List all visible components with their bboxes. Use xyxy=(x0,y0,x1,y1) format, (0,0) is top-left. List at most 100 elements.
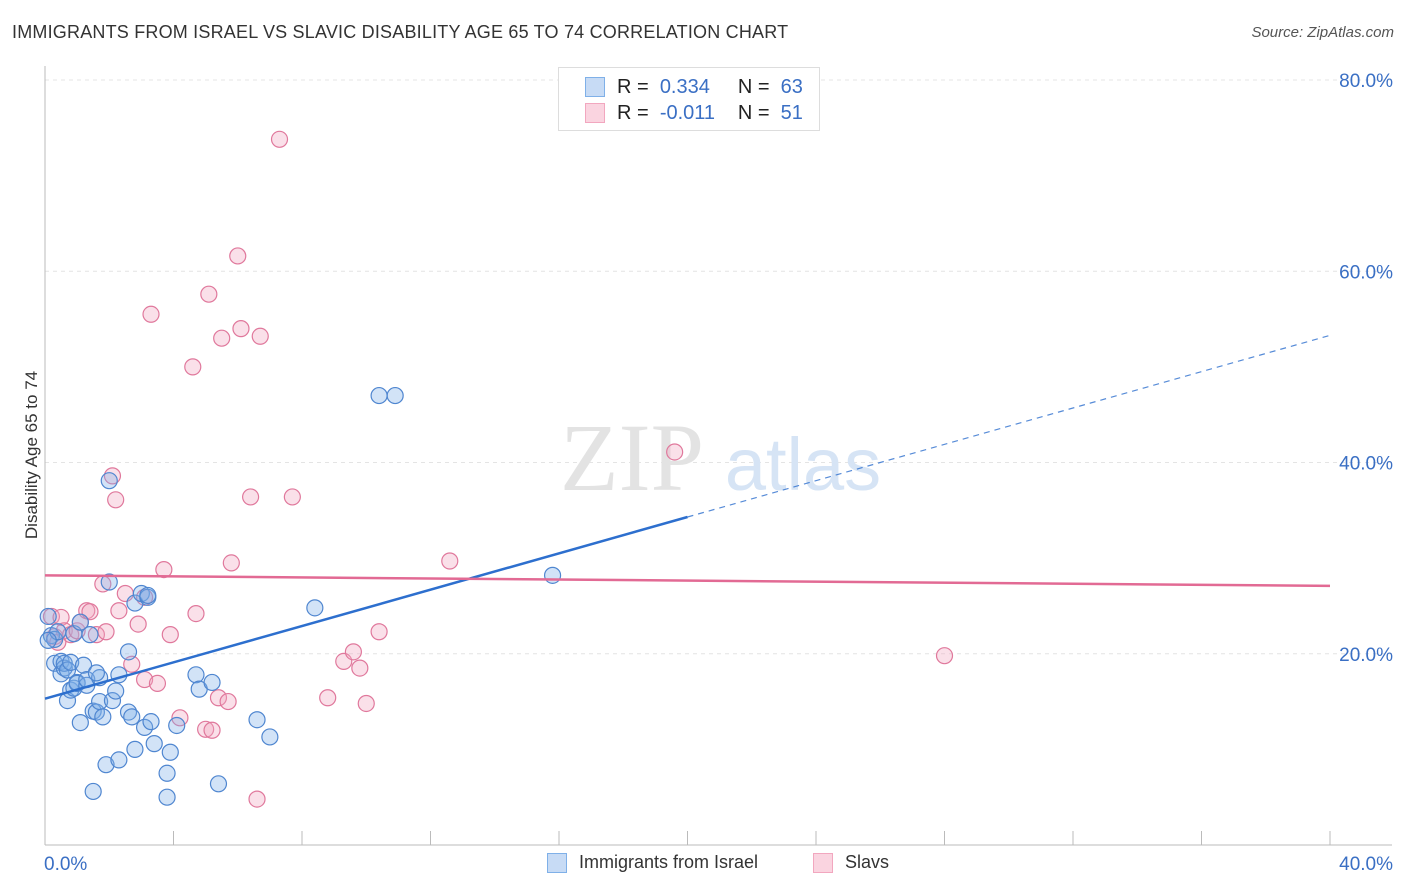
y-axis-label: Disability Age 65 to 74 xyxy=(22,370,41,540)
point-israel xyxy=(107,682,125,700)
trend-line-slavs xyxy=(44,574,1331,588)
legend-r-value: 0.334 xyxy=(659,75,710,98)
chart-title: IMMIGRANTS FROM ISRAEL VS SLAVIC DISABIL… xyxy=(12,22,789,42)
watermark: ZIP atlas xyxy=(560,404,881,511)
trend-line-israel-extension xyxy=(687,334,1331,518)
point-slavs xyxy=(251,327,269,345)
trend-line-israel xyxy=(44,515,688,700)
point-israel xyxy=(139,586,157,605)
legend-swatch-israel xyxy=(585,77,605,97)
point-israel xyxy=(126,740,144,758)
point-slavs xyxy=(219,692,237,711)
point-israel xyxy=(261,728,279,746)
trend-lines xyxy=(44,334,1331,700)
legend-r-label: R = xyxy=(617,101,649,124)
point-israel xyxy=(135,718,154,736)
point-slavs xyxy=(103,467,122,485)
legend-n-value: 51 xyxy=(780,101,803,124)
legend-label-slavs: Slavs xyxy=(845,852,890,872)
legend-r-label: R = xyxy=(617,75,649,98)
y-tick-label: 60.0% xyxy=(1339,262,1393,283)
legend-label-israel: Immigrants from Israel xyxy=(579,852,759,872)
point-slavs xyxy=(200,285,218,303)
legend-swatch-slavs xyxy=(585,103,605,123)
point-slavs xyxy=(97,623,115,641)
legend-swatch-israel xyxy=(547,852,567,873)
point-israel xyxy=(158,764,176,782)
point-slavs xyxy=(242,488,260,506)
point-israel xyxy=(306,599,324,617)
point-slavs xyxy=(229,247,247,265)
point-israel xyxy=(62,653,80,671)
point-slavs xyxy=(344,643,362,661)
point-slavs xyxy=(283,488,301,506)
point-israel xyxy=(39,607,57,626)
point-slavs xyxy=(319,689,337,707)
correlation-legend: R = 0.334 N = 63 R = -0.011 N = 51 xyxy=(558,67,820,131)
legend-row-israel: R = 0.334 N = 63 xyxy=(585,74,803,100)
gridlines xyxy=(45,79,1392,655)
point-slavs xyxy=(370,623,388,641)
legend-row-slavs: R = -0.011 N = 51 xyxy=(585,100,803,126)
point-slavs xyxy=(666,443,684,461)
legend-item-slavs: Slavs xyxy=(813,852,889,873)
x-tick-label: 40.0% xyxy=(1339,854,1393,875)
x-tick-label: 0.0% xyxy=(44,854,87,875)
legend-n-label: N = xyxy=(737,75,770,98)
point-slavs xyxy=(222,554,240,572)
point-slavs xyxy=(184,358,202,376)
point-slavs xyxy=(935,647,954,665)
point-israel xyxy=(81,626,99,644)
point-slavs xyxy=(441,552,459,570)
point-israel xyxy=(248,711,266,729)
axes xyxy=(44,66,1392,846)
series-legend: Immigrants from Israel Slavs xyxy=(0,852,1406,878)
legend-item-israel: Immigrants from Israel xyxy=(547,852,758,873)
point-slavs xyxy=(248,790,266,808)
point-slavs xyxy=(52,608,70,627)
point-slavs xyxy=(155,560,173,579)
legend-n-value: 63 xyxy=(780,75,803,98)
point-israel xyxy=(84,782,102,801)
point-israel xyxy=(119,643,138,661)
series-immigrants-from-israel xyxy=(39,386,562,806)
point-slavs xyxy=(148,674,167,692)
point-israel xyxy=(142,713,160,731)
y-tick-label: 80.0% xyxy=(1339,71,1393,92)
y-tick-label: 40.0% xyxy=(1339,454,1393,475)
point-israel xyxy=(203,673,221,692)
point-israel xyxy=(543,566,562,584)
legend-r-value: -0.011 xyxy=(659,101,716,124)
point-israel xyxy=(370,386,388,405)
point-israel xyxy=(168,716,186,735)
point-slavs xyxy=(129,615,147,633)
point-slavs xyxy=(81,603,99,621)
point-israel xyxy=(187,666,205,684)
legend-swatch-slavs xyxy=(813,852,833,873)
point-israel xyxy=(100,472,118,490)
point-slavs xyxy=(87,626,106,644)
point-slavs xyxy=(232,320,250,338)
point-slavs xyxy=(187,604,205,623)
point-israel xyxy=(103,692,122,710)
tick-labels: 20.0% 40.0% 60.0% 80.0% 0.0% 40.0% xyxy=(44,71,1393,875)
point-israel xyxy=(145,735,163,753)
point-israel xyxy=(71,713,89,732)
source-label: Source: ZipAtlas.com xyxy=(1251,24,1394,41)
point-slavs xyxy=(357,694,375,713)
point-slavs xyxy=(161,626,179,644)
point-slavs xyxy=(270,130,289,148)
point-israel xyxy=(209,775,228,793)
point-israel xyxy=(39,631,57,649)
point-israel xyxy=(74,656,93,674)
point-israel xyxy=(386,386,404,405)
point-israel xyxy=(71,613,89,631)
point-israel xyxy=(110,751,128,769)
point-slavs xyxy=(203,721,221,739)
point-slavs xyxy=(213,329,231,347)
point-israel xyxy=(119,703,138,721)
point-slavs xyxy=(110,602,128,620)
point-israel xyxy=(158,788,176,806)
watermark-atlas: atlas xyxy=(725,423,881,506)
point-israel xyxy=(161,743,179,761)
